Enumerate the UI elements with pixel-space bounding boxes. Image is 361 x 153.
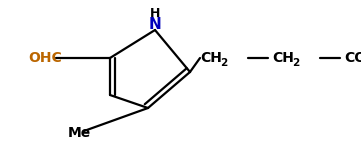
Text: CH: CH bbox=[272, 51, 294, 65]
Text: Me: Me bbox=[68, 126, 91, 140]
Text: CO: CO bbox=[344, 51, 361, 65]
Text: N: N bbox=[149, 17, 161, 32]
Text: H: H bbox=[150, 7, 160, 20]
Text: 2: 2 bbox=[292, 58, 299, 68]
Text: OHC: OHC bbox=[28, 51, 62, 65]
Text: 2: 2 bbox=[220, 58, 227, 68]
Text: CH: CH bbox=[200, 51, 222, 65]
